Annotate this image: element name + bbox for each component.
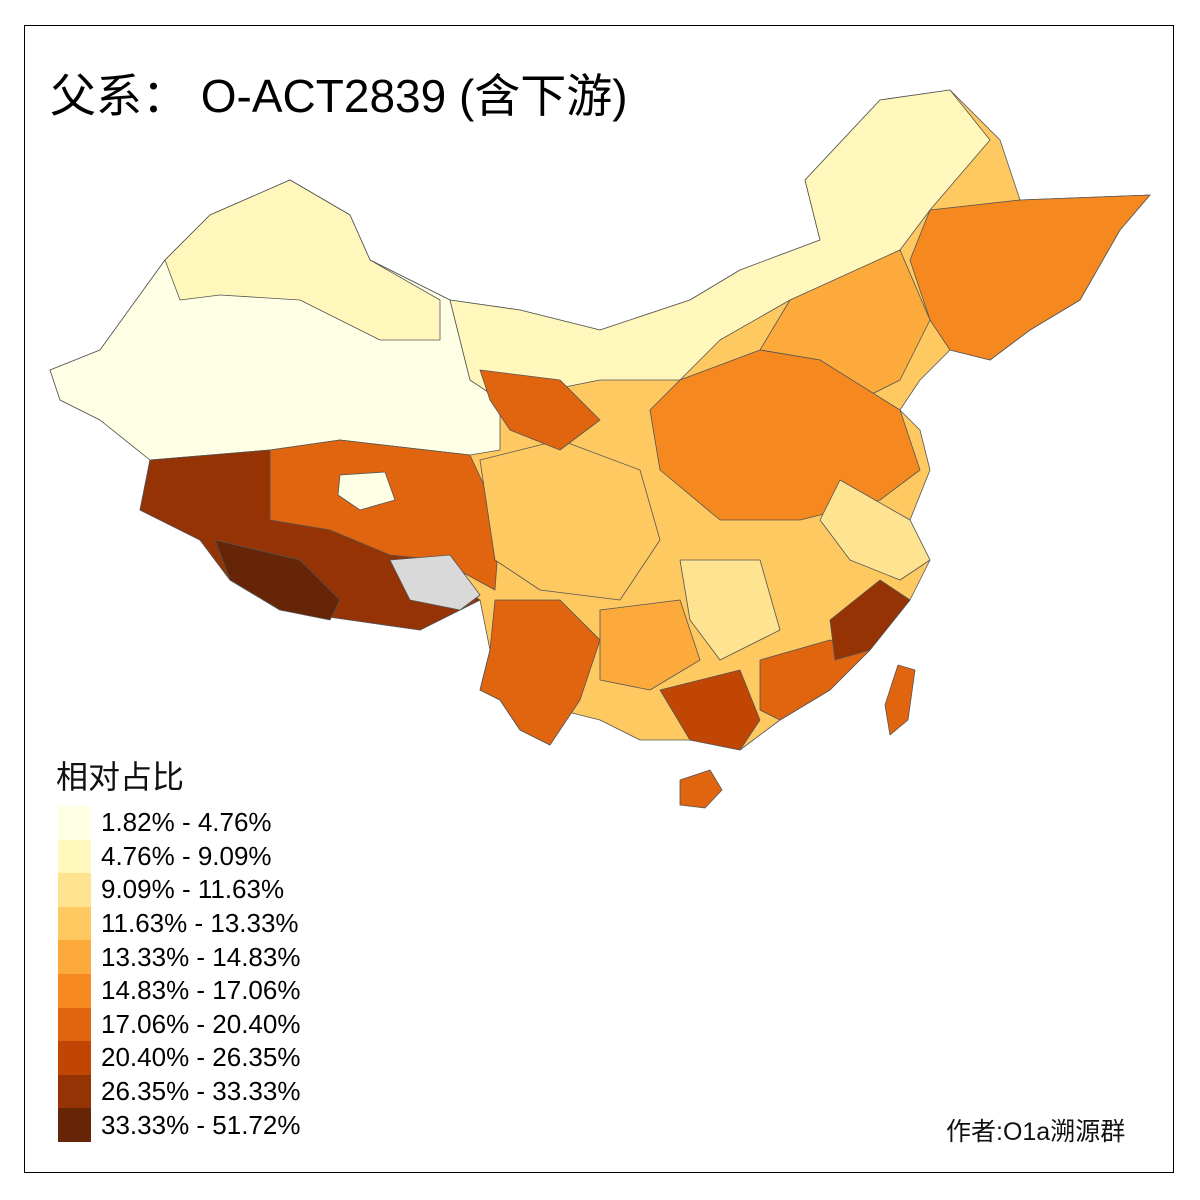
legend-label: 17.06% - 20.40% <box>101 1008 301 1039</box>
legend-swatch <box>58 1007 91 1042</box>
map-frame <box>24 25 1174 1173</box>
legend-title: 相对占比 <box>56 759 185 795</box>
legend-swatch <box>58 1041 91 1075</box>
legend-swatch <box>58 906 91 941</box>
legend-label: 14.83% - 17.06% <box>101 975 301 1006</box>
legend-swatch <box>58 1074 91 1109</box>
region-sichuan <box>479 439 661 601</box>
legend-item: 9.09% - 11.63% <box>58 873 300 907</box>
legend-label: 4.76% - 9.09% <box>101 840 272 871</box>
legend-item: 11.63% - 13.33% <box>58 906 300 941</box>
region-hainan <box>679 769 723 809</box>
legend-swatch <box>58 873 91 907</box>
author-credit: 作者:O1a溯源群 <box>946 1118 1126 1146</box>
region-hunan <box>679 559 781 661</box>
legend-label: 13.33% - 14.83% <box>101 941 301 972</box>
legend-label: 20.40% - 26.35% <box>101 1042 301 1073</box>
legend-swatch <box>58 1108 91 1142</box>
region-guangxi <box>659 669 761 751</box>
region-inner-mongolia <box>449 89 991 401</box>
legend-label: 11.63% - 13.33% <box>101 908 299 939</box>
map-title: 父系： O-ACT2839 (含下游) <box>50 70 628 122</box>
region-central <box>649 349 921 521</box>
legend-item: 13.33% - 14.83% <box>58 940 300 974</box>
region-fujian <box>829 579 911 661</box>
region-gansu <box>479 369 601 451</box>
legend-item: 1.82% - 4.76% <box>58 806 300 840</box>
region-yunnan <box>479 599 601 746</box>
region-east <box>819 479 931 581</box>
legend-item: 33.33% - 51.72% <box>58 1108 300 1142</box>
legend-item: 26.35% - 33.33% <box>58 1074 301 1109</box>
legend: 1.82% - 4.76% 4.76% - 9.09% 9.09% - 11.63%… <box>58 806 300 1142</box>
region-tibet-south <box>214 539 341 621</box>
legend-swatch <box>58 806 91 840</box>
region-taiwan <box>884 664 916 736</box>
legend-label: 9.09% - 11.63% <box>101 874 285 905</box>
legend-item: 20.40% - 26.35% <box>58 1041 300 1075</box>
legend-item: 4.76% - 9.09% <box>58 839 300 874</box>
region-qinghai <box>269 439 501 591</box>
legend-label: 26.35% - 33.33% <box>101 1076 301 1107</box>
region-guizhou <box>599 599 701 691</box>
region-no-data <box>389 554 481 611</box>
legend-label: 1.82% - 4.76% <box>101 807 272 838</box>
legend-item: 17.06% - 20.40% <box>58 1007 301 1042</box>
legend-swatch <box>58 973 91 1008</box>
region-xinjiang-north <box>164 179 441 341</box>
legend-swatch <box>58 940 91 974</box>
legend-label: 33.33% - 51.72% <box>101 1109 301 1140</box>
region-qinghai-lake <box>337 471 396 511</box>
legend-item: 14.83% - 17.06% <box>58 973 301 1008</box>
legend-swatch <box>58 839 91 874</box>
region-northeast <box>909 194 1151 361</box>
region-guangdong <box>759 639 871 721</box>
